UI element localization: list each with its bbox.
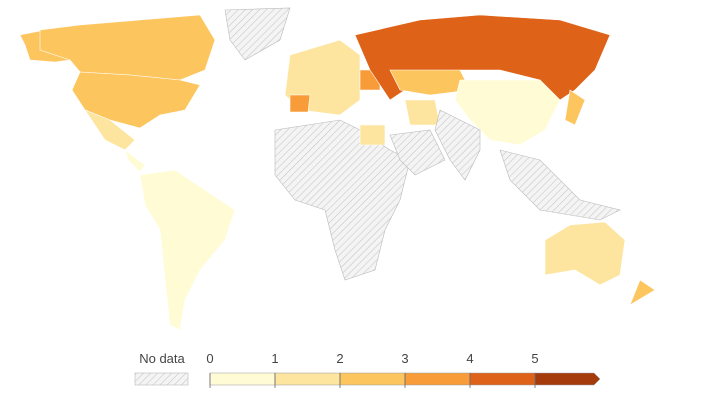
- central-america: [124, 149, 146, 173]
- legend-tick-label: 2: [336, 351, 343, 366]
- southeast-asia: [499, 149, 621, 221]
- legend-swatch: [274, 372, 341, 386]
- usa: [71, 71, 201, 129]
- legend-tick-label: 0: [206, 351, 213, 366]
- spain: [289, 94, 311, 113]
- no-data-label: No data: [139, 351, 185, 366]
- legend-tick-label: 5: [531, 351, 538, 366]
- world-map: [19, 7, 656, 331]
- egypt: [359, 124, 386, 146]
- south-america: [139, 169, 236, 331]
- japan: [564, 89, 586, 126]
- legend-swatch: [469, 372, 536, 386]
- arabia: [389, 129, 446, 176]
- no-data-swatch: [134, 372, 189, 386]
- new-zealand: [629, 279, 656, 306]
- legend-tick-label: 4: [466, 351, 473, 366]
- legend-swatch: [209, 372, 276, 386]
- legend-swatch: [404, 372, 471, 386]
- canada: [39, 14, 216, 81]
- legend-tick-label: 1: [271, 351, 278, 366]
- legend: No data 0 1 2 3 4 5: [134, 351, 601, 388]
- iran: [404, 99, 441, 126]
- legend-tick-label: 3: [401, 351, 408, 366]
- china: [454, 79, 561, 146]
- kazakhstan: [389, 69, 471, 96]
- africa: [274, 119, 411, 281]
- greenland: [224, 7, 291, 61]
- legend-swatch: [534, 372, 601, 386]
- legend-swatch: [339, 372, 406, 386]
- india: [434, 109, 481, 181]
- australia: [544, 221, 626, 286]
